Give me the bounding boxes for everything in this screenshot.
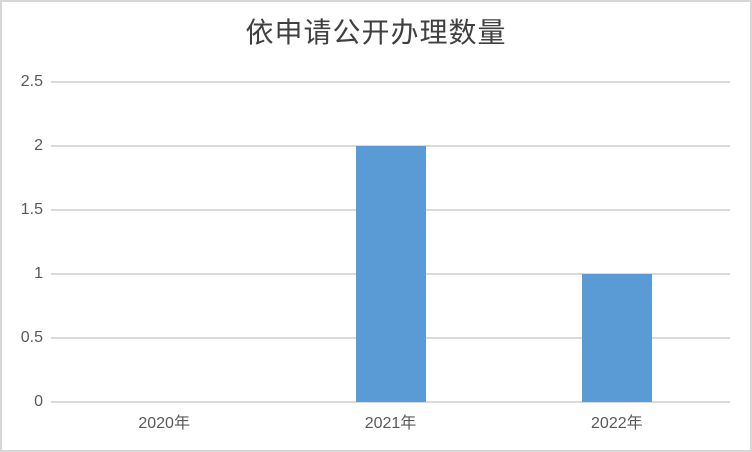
y-tick-label-0: 0	[34, 392, 43, 410]
x-axis-label-2022年: 2022年	[591, 415, 643, 432]
x-axis-line	[51, 400, 730, 403]
chart-title: 依申请公开办理数量	[245, 18, 507, 49]
y-tick-label-2: 2	[34, 136, 43, 154]
x-axis-label-2021年: 2021年	[364, 415, 417, 432]
y-tick-label-1: 1	[34, 264, 43, 282]
bar-2022年	[581, 273, 652, 402]
bar-2021年	[355, 145, 426, 402]
y-tick-label-1.5: 1.5	[20, 200, 43, 218]
x-axis-label-2020年: 2020年	[138, 415, 190, 432]
y-tick-label-2.5: 2.5	[20, 72, 43, 90]
y-tick-label-0.5: 0.5	[20, 328, 43, 346]
gridline-2.5	[51, 80, 730, 83]
